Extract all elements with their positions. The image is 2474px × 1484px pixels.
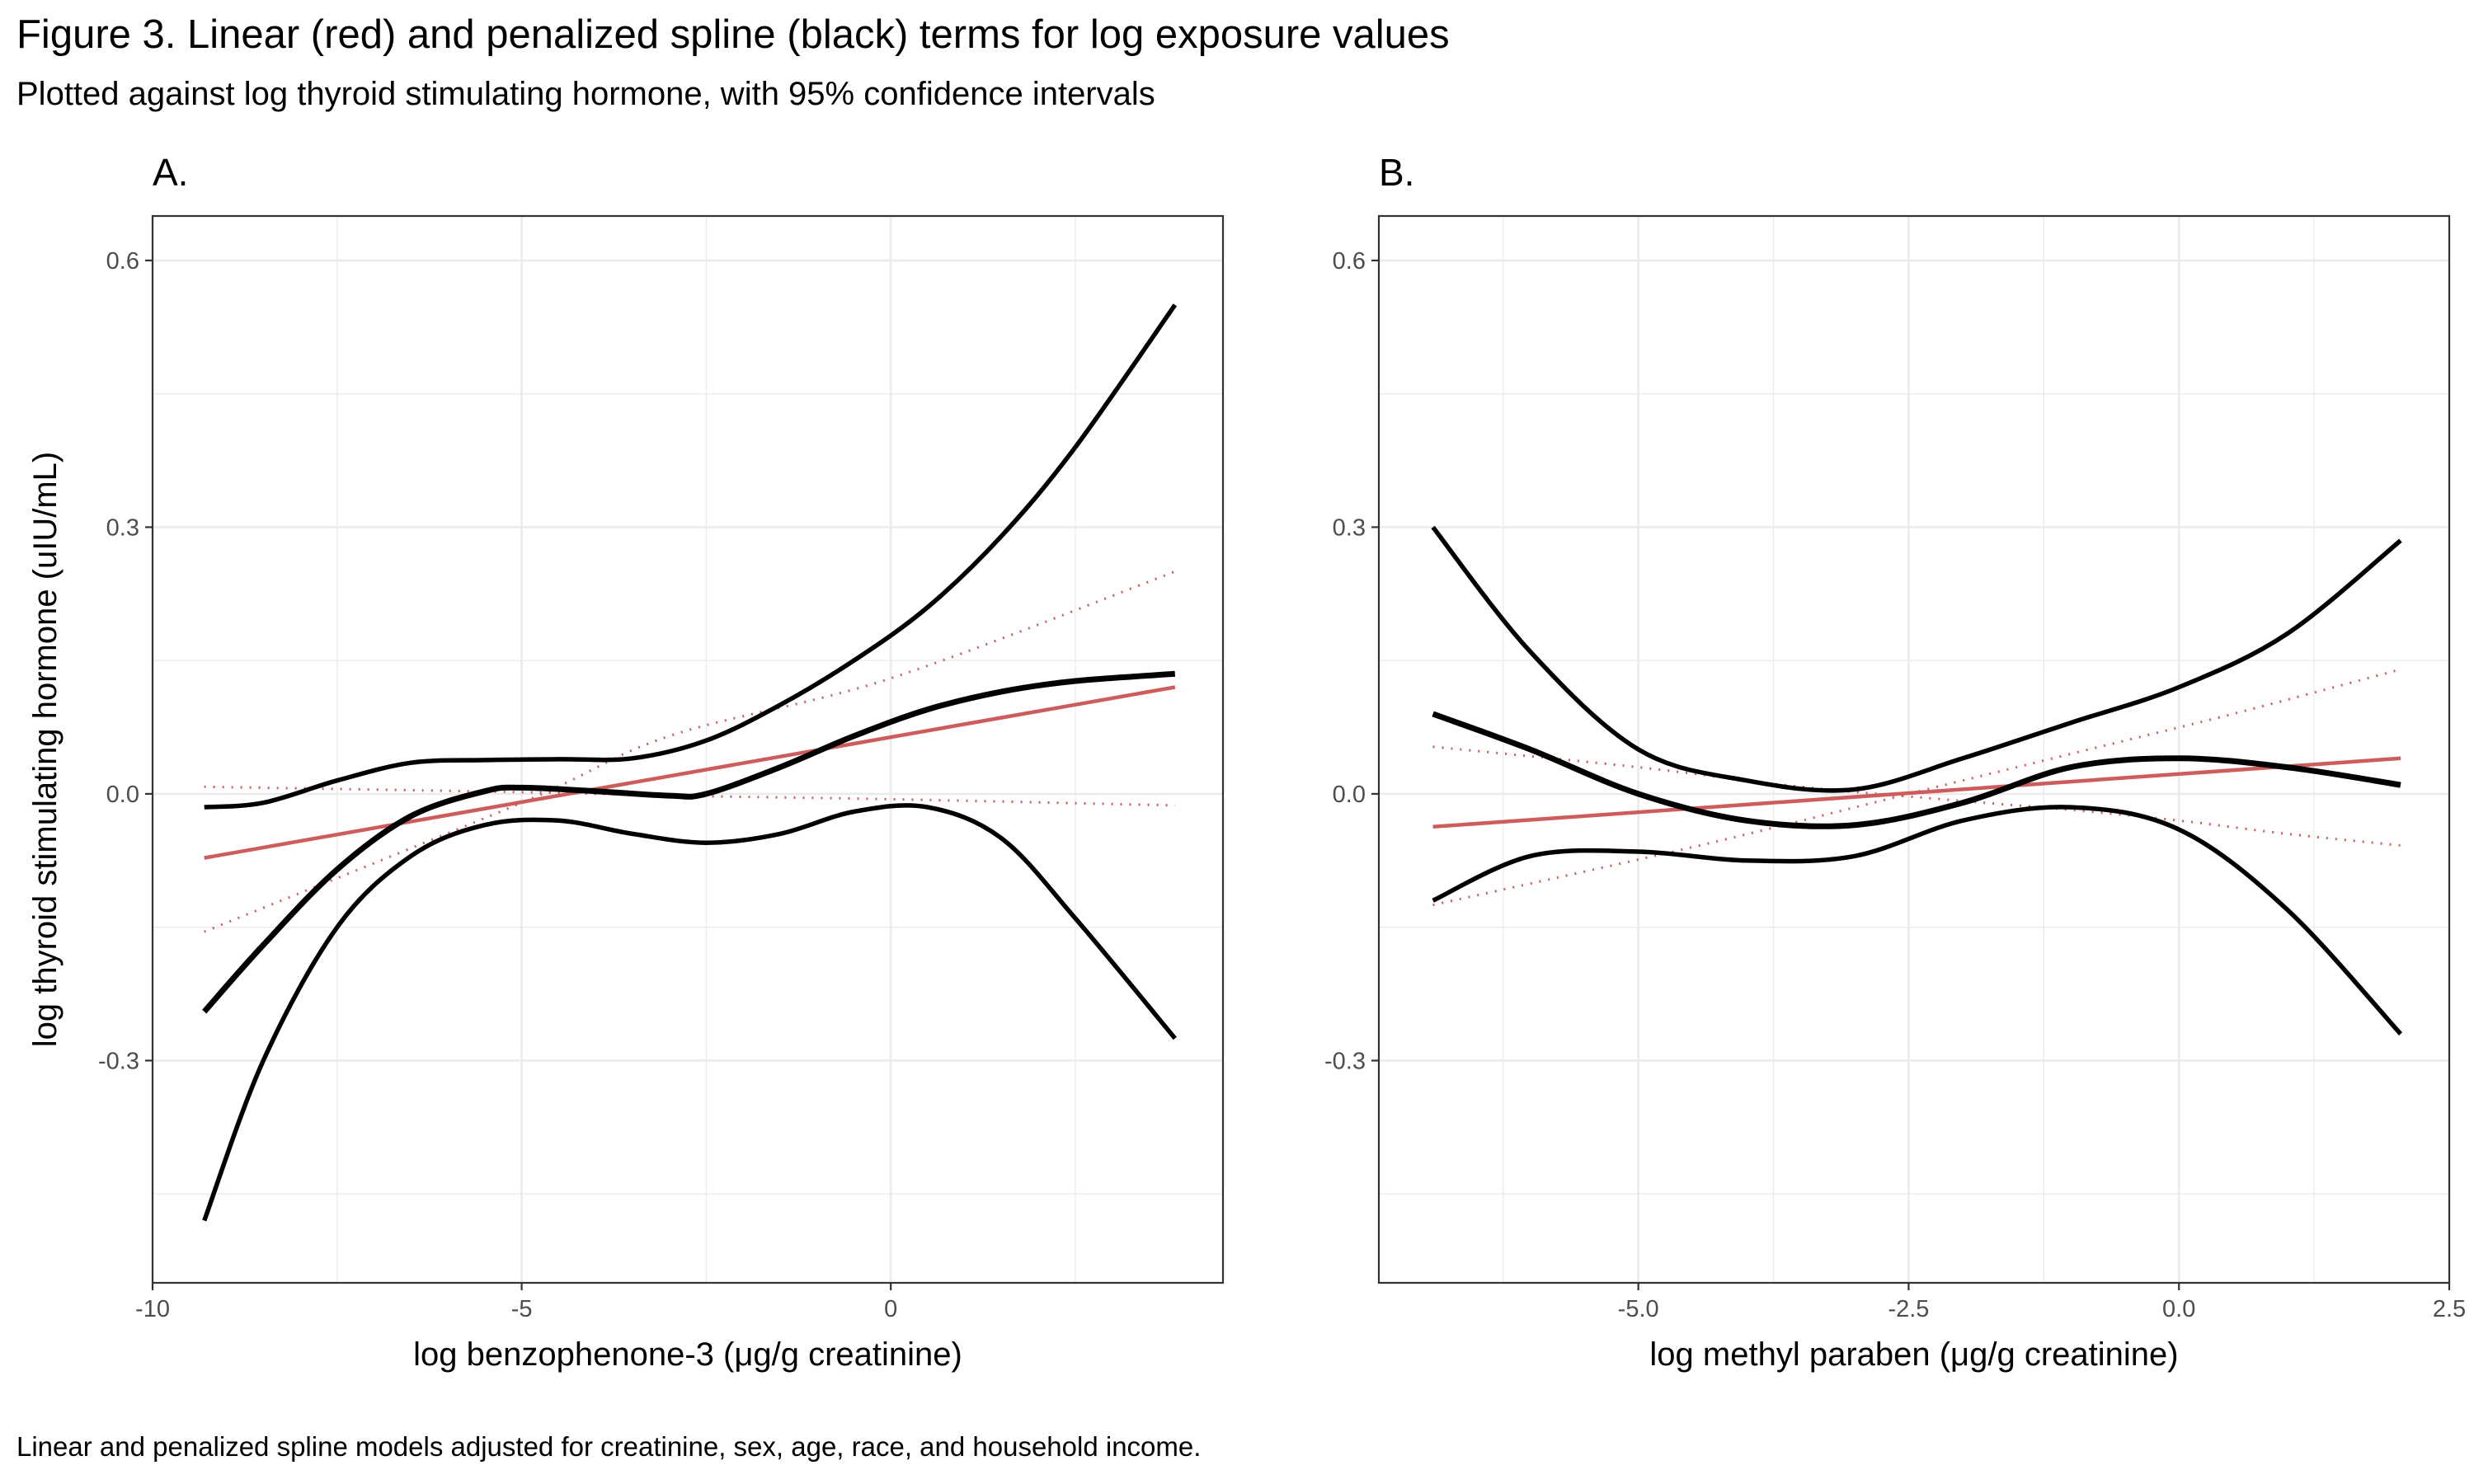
y-tick-label: -0.3 xyxy=(98,1048,139,1074)
y-axis-title: log thyroid stimulating hormone (uIU/mL) xyxy=(27,452,63,1048)
panel-label: A. xyxy=(153,151,188,194)
figure-title: Figure 3. Linear (red) and penalized spl… xyxy=(16,12,1450,57)
y-tick-label: 0.3 xyxy=(1333,514,1366,541)
y-tick-label: 0.6 xyxy=(106,248,139,275)
y-tick-label: 0.0 xyxy=(1333,782,1366,808)
series-line-spline-ci-lower xyxy=(1432,805,2403,1036)
figure-subtitle: Plotted against log thyroid stimulating … xyxy=(16,76,1155,112)
x-tick-label: 2.5 xyxy=(2433,1296,2466,1322)
series-line-spline-fit xyxy=(1432,711,2401,829)
x-tick-label: 0 xyxy=(884,1296,897,1322)
figure-caption: Linear and penalized spline models adjus… xyxy=(16,1431,1202,1462)
x-tick-label: -2.5 xyxy=(1888,1296,1929,1322)
y-tick-label: 0.6 xyxy=(1333,248,1366,275)
series-line-linear-ci-upper xyxy=(204,570,1176,933)
y-tick-label: -0.3 xyxy=(1324,1048,1366,1074)
x-tick-label: 0.0 xyxy=(2162,1296,2195,1322)
x-tick-label: -10 xyxy=(135,1296,170,1322)
x-tick-label: -5 xyxy=(511,1296,533,1322)
series-line-linear-ci-upper xyxy=(1432,668,2401,907)
series-line-linear-fit xyxy=(204,685,1176,860)
panel-border xyxy=(151,214,1225,1284)
series-group xyxy=(202,303,1178,1222)
x-axis-title: log methyl paraben (μg/g creatinine) xyxy=(1649,1336,2178,1373)
panel-label: B. xyxy=(1379,151,1414,194)
series-line-linear-ci-lower xyxy=(204,785,1175,807)
series-line-linear-fit xyxy=(1432,756,2401,829)
x-tick-label: -5.0 xyxy=(1618,1296,1659,1322)
chart-panel-a: -10 -5 0 -0.3 0.0 0.3 0.6 log benzophenone-3 (μ… xyxy=(27,151,1225,1373)
x-axis-title: log benzophenone-3 (μg/g creatinine) xyxy=(413,1336,962,1373)
series-line-spline-ci-upper xyxy=(1431,525,2402,793)
y-tick-label: 0.3 xyxy=(106,514,139,541)
y-tick-label: 0.0 xyxy=(106,782,139,808)
series-line-spline-ci-lower xyxy=(202,803,1177,1222)
chart-panel-b: -5.0 -2.5 0.0 2.5 -0.3 0.0 0.3 0.6 log methyl pa… xyxy=(1324,151,2466,1373)
series-line-spline-fit xyxy=(202,670,1176,1014)
series-line-spline-ci-upper xyxy=(204,303,1178,810)
series-group xyxy=(1431,525,2403,1036)
panel-border xyxy=(1377,214,2451,1284)
